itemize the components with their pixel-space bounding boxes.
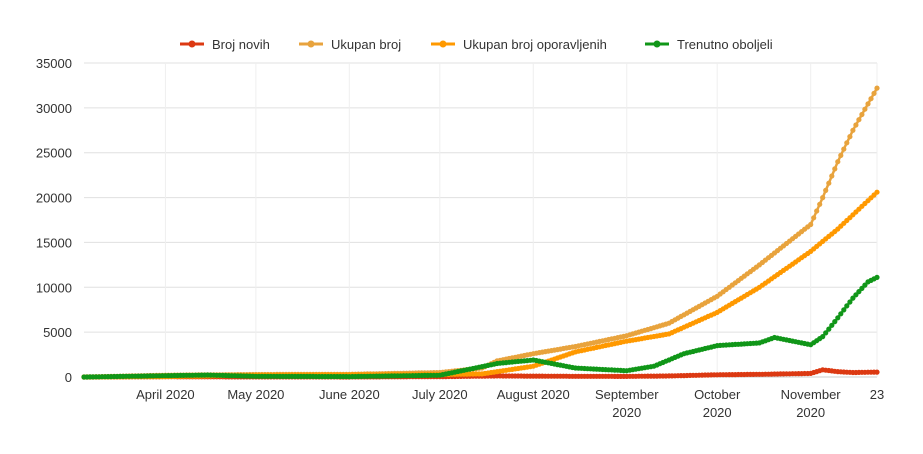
legend-item: Broj novih [180,37,270,52]
data-point [823,187,829,193]
x-tick-label: November [781,387,842,402]
data-point [829,173,835,179]
data-point [841,307,847,313]
x-tick-label: 2020 [612,405,641,420]
y-tick-label: 0 [65,370,72,385]
data-point [811,215,817,221]
data-point [859,111,865,118]
y-tick-label: 10000 [36,280,72,295]
data-point [838,311,844,317]
data-point [874,274,880,280]
data-point [832,319,838,325]
data-point [838,152,844,158]
data-point [856,117,862,123]
x-tick-label: April 2020 [136,387,195,402]
series-line [83,87,879,379]
y-tick-label: 35000 [36,56,72,71]
series-line [84,191,878,379]
legend-item: Trenutno oboljeli [645,37,773,52]
series-layer [81,85,880,380]
y-tick-label: 15000 [36,235,72,250]
legend-swatch-dot [439,40,447,48]
data-point [832,166,838,172]
y-tick-label: 20000 [36,191,72,206]
x-tick-label: October [694,387,741,402]
y-tick-label: 30000 [36,101,72,116]
data-point [820,334,826,340]
data-point [862,106,868,112]
legend: Broj novih Ukupan broj Ukupan broj oporavl… [180,37,773,52]
data-point [823,330,829,336]
data-point [841,146,847,152]
series-line [84,276,878,379]
x-tick-label: August 2020 [497,387,570,402]
data-point [808,221,814,228]
legend-swatch-dot [653,40,661,48]
legend-label: Broj novih [212,37,270,52]
y-tick-label: 5000 [43,325,72,340]
data-point [865,101,871,107]
series-ukupan-broj-oporavljenih [81,189,880,380]
series-ukupan-broj [81,85,880,380]
data-point [826,326,832,332]
grid-layer [84,62,878,378]
x-tick-label: 2020 [796,405,825,420]
data-point [847,134,853,140]
data-point [820,195,826,201]
data-point [862,282,868,288]
data-point [844,303,850,309]
legend-swatch-dot [307,40,315,48]
x-tick-label: 23 [870,387,884,402]
data-point [835,315,841,321]
data-point [844,140,850,146]
series-trenutno-oboljeli [81,274,880,380]
x-tick-label: May 2020 [227,387,284,402]
data-point [847,299,853,305]
legend-label: Ukupan broj oporavljenih [463,37,607,52]
data-point [868,96,874,102]
data-point [859,285,865,291]
data-point [835,159,841,165]
data-point [874,85,880,91]
data-point [829,322,835,328]
x-tick-label: July 2020 [412,387,468,402]
data-point [874,189,880,195]
x-tick-label: 2020 [703,405,732,420]
legend-item: Ukupan broj [299,37,401,52]
legend-label: Trenutno oboljeli [677,37,773,52]
legend-item: Ukupan broj oporavljenih [431,37,607,52]
y-tick-label: 25000 [36,146,72,161]
data-point [871,90,877,96]
legend-label: Ukupan broj [331,37,401,52]
axis-layer: 0 5000 10000 15000 20000 25000 30000 35000 April… [36,56,884,420]
legend-swatch-dot [188,40,196,48]
data-point [817,201,823,207]
data-point [850,127,856,133]
x-tick-label: June 2020 [319,387,380,402]
data-point [853,122,859,128]
data-point [850,295,856,301]
x-tick-label: September [595,387,659,402]
data-point [826,180,832,186]
data-point [874,369,880,375]
data-point [814,208,820,214]
